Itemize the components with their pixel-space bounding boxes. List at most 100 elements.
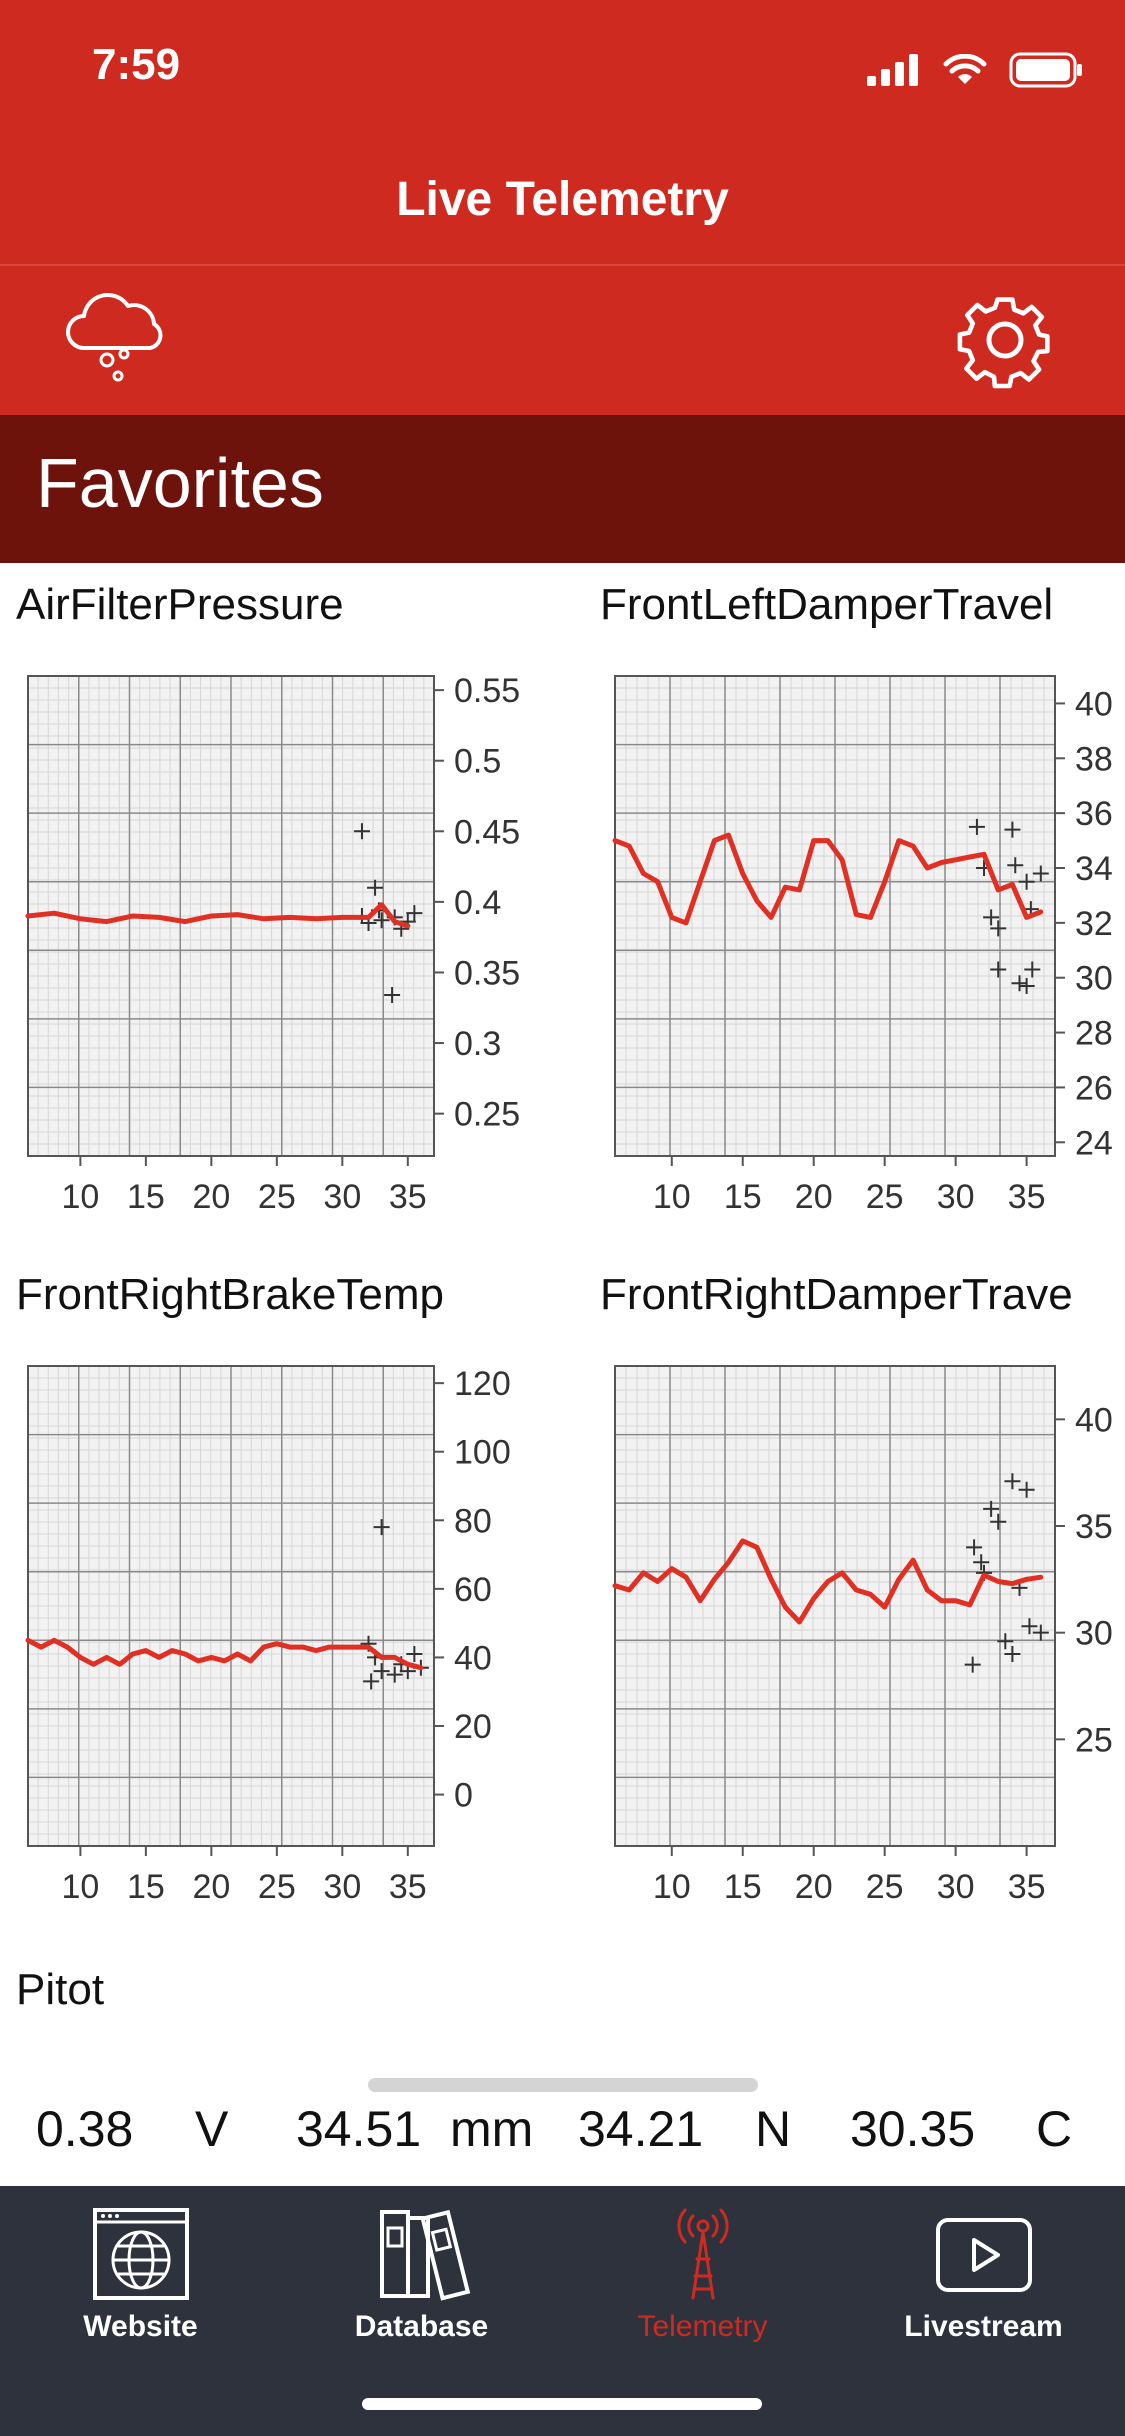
globe-window-icon	[92, 2208, 189, 2300]
gear-icon	[957, 297, 1050, 389]
x-tick-label: 10	[653, 1178, 691, 1216]
data-point	[990, 1513, 1007, 1530]
x-tick-label: 35	[1008, 1178, 1046, 1216]
tab-label: Database	[354, 2310, 489, 2343]
reading-value: 34.21	[578, 2101, 704, 2157]
tab-telemetry[interactable]: Telemetry	[562, 2186, 843, 2346]
data-point	[363, 1673, 380, 1690]
x-tick-label: 35	[389, 1868, 427, 1906]
tab-label: Livestream	[904, 2310, 1063, 2343]
reading-unit: mm	[450, 2101, 534, 2157]
data-point	[384, 987, 401, 1004]
x-tick-label: 20	[192, 1868, 230, 1906]
data-point	[983, 1500, 1000, 1517]
tab-livestream[interactable]: Livestream	[843, 2186, 1124, 2346]
reading-value: 0.38	[36, 2101, 134, 2157]
y-tick-label: 0.4	[454, 884, 501, 922]
data-point	[406, 1646, 423, 1662]
plot-frame	[614, 675, 1056, 1157]
x-tick-label: 30	[323, 1178, 361, 1216]
data-point	[1011, 975, 1028, 992]
home-indicator	[362, 2398, 762, 2410]
y-tick-label: 40	[1075, 1401, 1113, 1439]
y-tick-label: 32	[1075, 905, 1113, 943]
y-tick-label: 40	[1075, 685, 1113, 723]
series-line	[25, 1637, 424, 1671]
data-point	[973, 1554, 990, 1571]
y-tick-label: 100	[454, 1434, 511, 1472]
data-point	[373, 1519, 390, 1536]
data-point	[1004, 821, 1021, 838]
x-tick-label: 30	[323, 1868, 361, 1906]
x-tick-label: 25	[866, 1868, 904, 1906]
x-tick-label: 10	[61, 1178, 99, 1216]
plot-frame	[614, 1365, 1056, 1847]
x-tick-label: 30	[937, 1178, 975, 1216]
plot-frame	[27, 1365, 435, 1847]
tab-bar: Website Database	[0, 2186, 1125, 2436]
data-point	[353, 823, 370, 840]
x-tick-label: 35	[389, 1178, 427, 1216]
y-tick-label: 0.5	[454, 743, 501, 781]
front-left-damper-travel-chart: 10 15 20 25 30 35 40 38 36 34 32 30 28 26 24	[612, 675, 1113, 1216]
y-tick-label: 0.55	[454, 672, 520, 710]
reading-value: 34.51	[296, 2101, 422, 2157]
front-right-brake-temp-chart: 10 15 20 25 30 35 120 100 80 60 40 20 0	[25, 1365, 511, 1906]
tab-database[interactable]: Database	[281, 2186, 562, 2346]
data-point	[990, 961, 1007, 978]
y-tick-label: 0.3	[454, 1025, 501, 1063]
data-point	[386, 1666, 403, 1683]
series-line	[612, 832, 1044, 926]
y-tick-label: 30	[1075, 1615, 1113, 1653]
x-tick-label: 15	[127, 1868, 165, 1906]
cloud-rain-icon	[66, 292, 163, 382]
y-tick-label: 28	[1075, 1015, 1113, 1053]
tab-label: Website	[83, 2310, 198, 2343]
data-point	[990, 920, 1007, 937]
binders-icon	[379, 2209, 470, 2301]
wifi-icon	[943, 54, 987, 84]
antenna-tower-icon	[676, 2208, 729, 2300]
x-tick-label: 15	[724, 1178, 762, 1216]
data-point	[1024, 961, 1041, 978]
chart-title-front-right-damper-travel: FrontRightDamperTrave	[600, 1270, 1073, 1319]
y-tick-label: 38	[1075, 740, 1113, 778]
series-line	[612, 1538, 1044, 1625]
y-tick-label: 24	[1075, 1124, 1113, 1162]
nav-divider	[0, 264, 1125, 266]
data-point	[968, 818, 985, 835]
chart-title-air-filter-pressure: AirFilterPressure	[16, 580, 344, 629]
data-point	[1032, 1624, 1049, 1641]
horizontal-scroll-indicator[interactable]	[368, 2078, 758, 2092]
y-tick-label: 80	[454, 1502, 492, 1540]
y-tick-label: 30	[1075, 960, 1113, 998]
data-point	[1004, 1473, 1021, 1490]
tab-website[interactable]: Website	[0, 2186, 281, 2346]
reading-unit: C	[1036, 2101, 1073, 2157]
status-icons	[867, 50, 1083, 90]
y-tick-label: 0.45	[454, 813, 520, 851]
data-point	[373, 1663, 390, 1680]
x-tick-label: 20	[192, 1178, 230, 1216]
x-tick-label: 25	[258, 1178, 296, 1216]
data-point	[1018, 1481, 1035, 1498]
y-tick-label: 20	[454, 1708, 492, 1746]
y-tick-label: 25	[1075, 1721, 1113, 1759]
battery-icon	[1009, 52, 1082, 88]
settings-button[interactable]	[950, 285, 1060, 395]
status-time: 7:59	[92, 40, 181, 89]
data-point	[997, 1633, 1014, 1650]
y-tick-label: 0	[454, 1777, 473, 1815]
data-point	[1018, 873, 1035, 890]
data-point	[966, 1539, 983, 1556]
x-tick-label: 30	[937, 1868, 975, 1906]
y-tick-label: 0.35	[454, 954, 520, 992]
chart-title-front-right-brake-temp: FrontRightBrakeTemp	[16, 1270, 444, 1319]
page-title: Live Telemetry	[396, 173, 729, 226]
y-tick-label: 0.25	[454, 1096, 520, 1134]
weather-button[interactable]	[62, 288, 172, 388]
x-tick-label: 25	[258, 1868, 296, 1906]
x-tick-label: 20	[795, 1178, 833, 1216]
reading-unit: N	[755, 2101, 792, 2157]
data-point	[964, 1656, 981, 1673]
